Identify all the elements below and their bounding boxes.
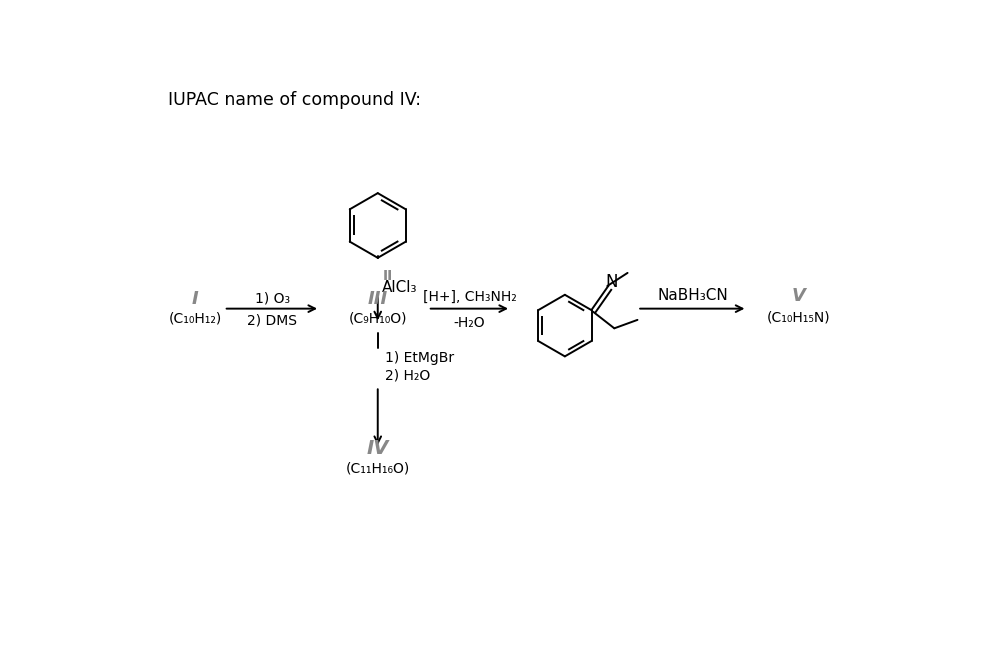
Text: 2) H₂O: 2) H₂O [385,369,431,382]
Text: IV: IV [367,439,389,457]
Text: (C₁₀H₁₅N): (C₁₀H₁₅N) [767,310,831,324]
Text: V: V [792,287,806,305]
Text: -H₂O: -H₂O [454,316,485,330]
Text: 1) O₃: 1) O₃ [255,292,290,305]
Text: NaBH₃CN: NaBH₃CN [657,288,728,303]
Text: N: N [605,272,618,291]
Text: (C₁₀H₁₂): (C₁₀H₁₂) [169,312,222,325]
Text: I: I [192,290,199,307]
Text: (C₉H₁₀O): (C₉H₁₀O) [349,312,407,325]
Text: AlCl₃: AlCl₃ [382,280,418,294]
Text: IUPAC name of compound IV:: IUPAC name of compound IV: [168,91,421,109]
Text: (C₁₁H₁₆O): (C₁₁H₁₆O) [346,461,410,475]
Text: [H+], CH₃NH₂: [H+], CH₃NH₂ [423,290,516,304]
Text: 1) EtMgBr: 1) EtMgBr [385,351,455,365]
Text: III: III [368,290,388,307]
Text: II: II [382,269,393,283]
Text: 2) DMS: 2) DMS [247,314,297,328]
